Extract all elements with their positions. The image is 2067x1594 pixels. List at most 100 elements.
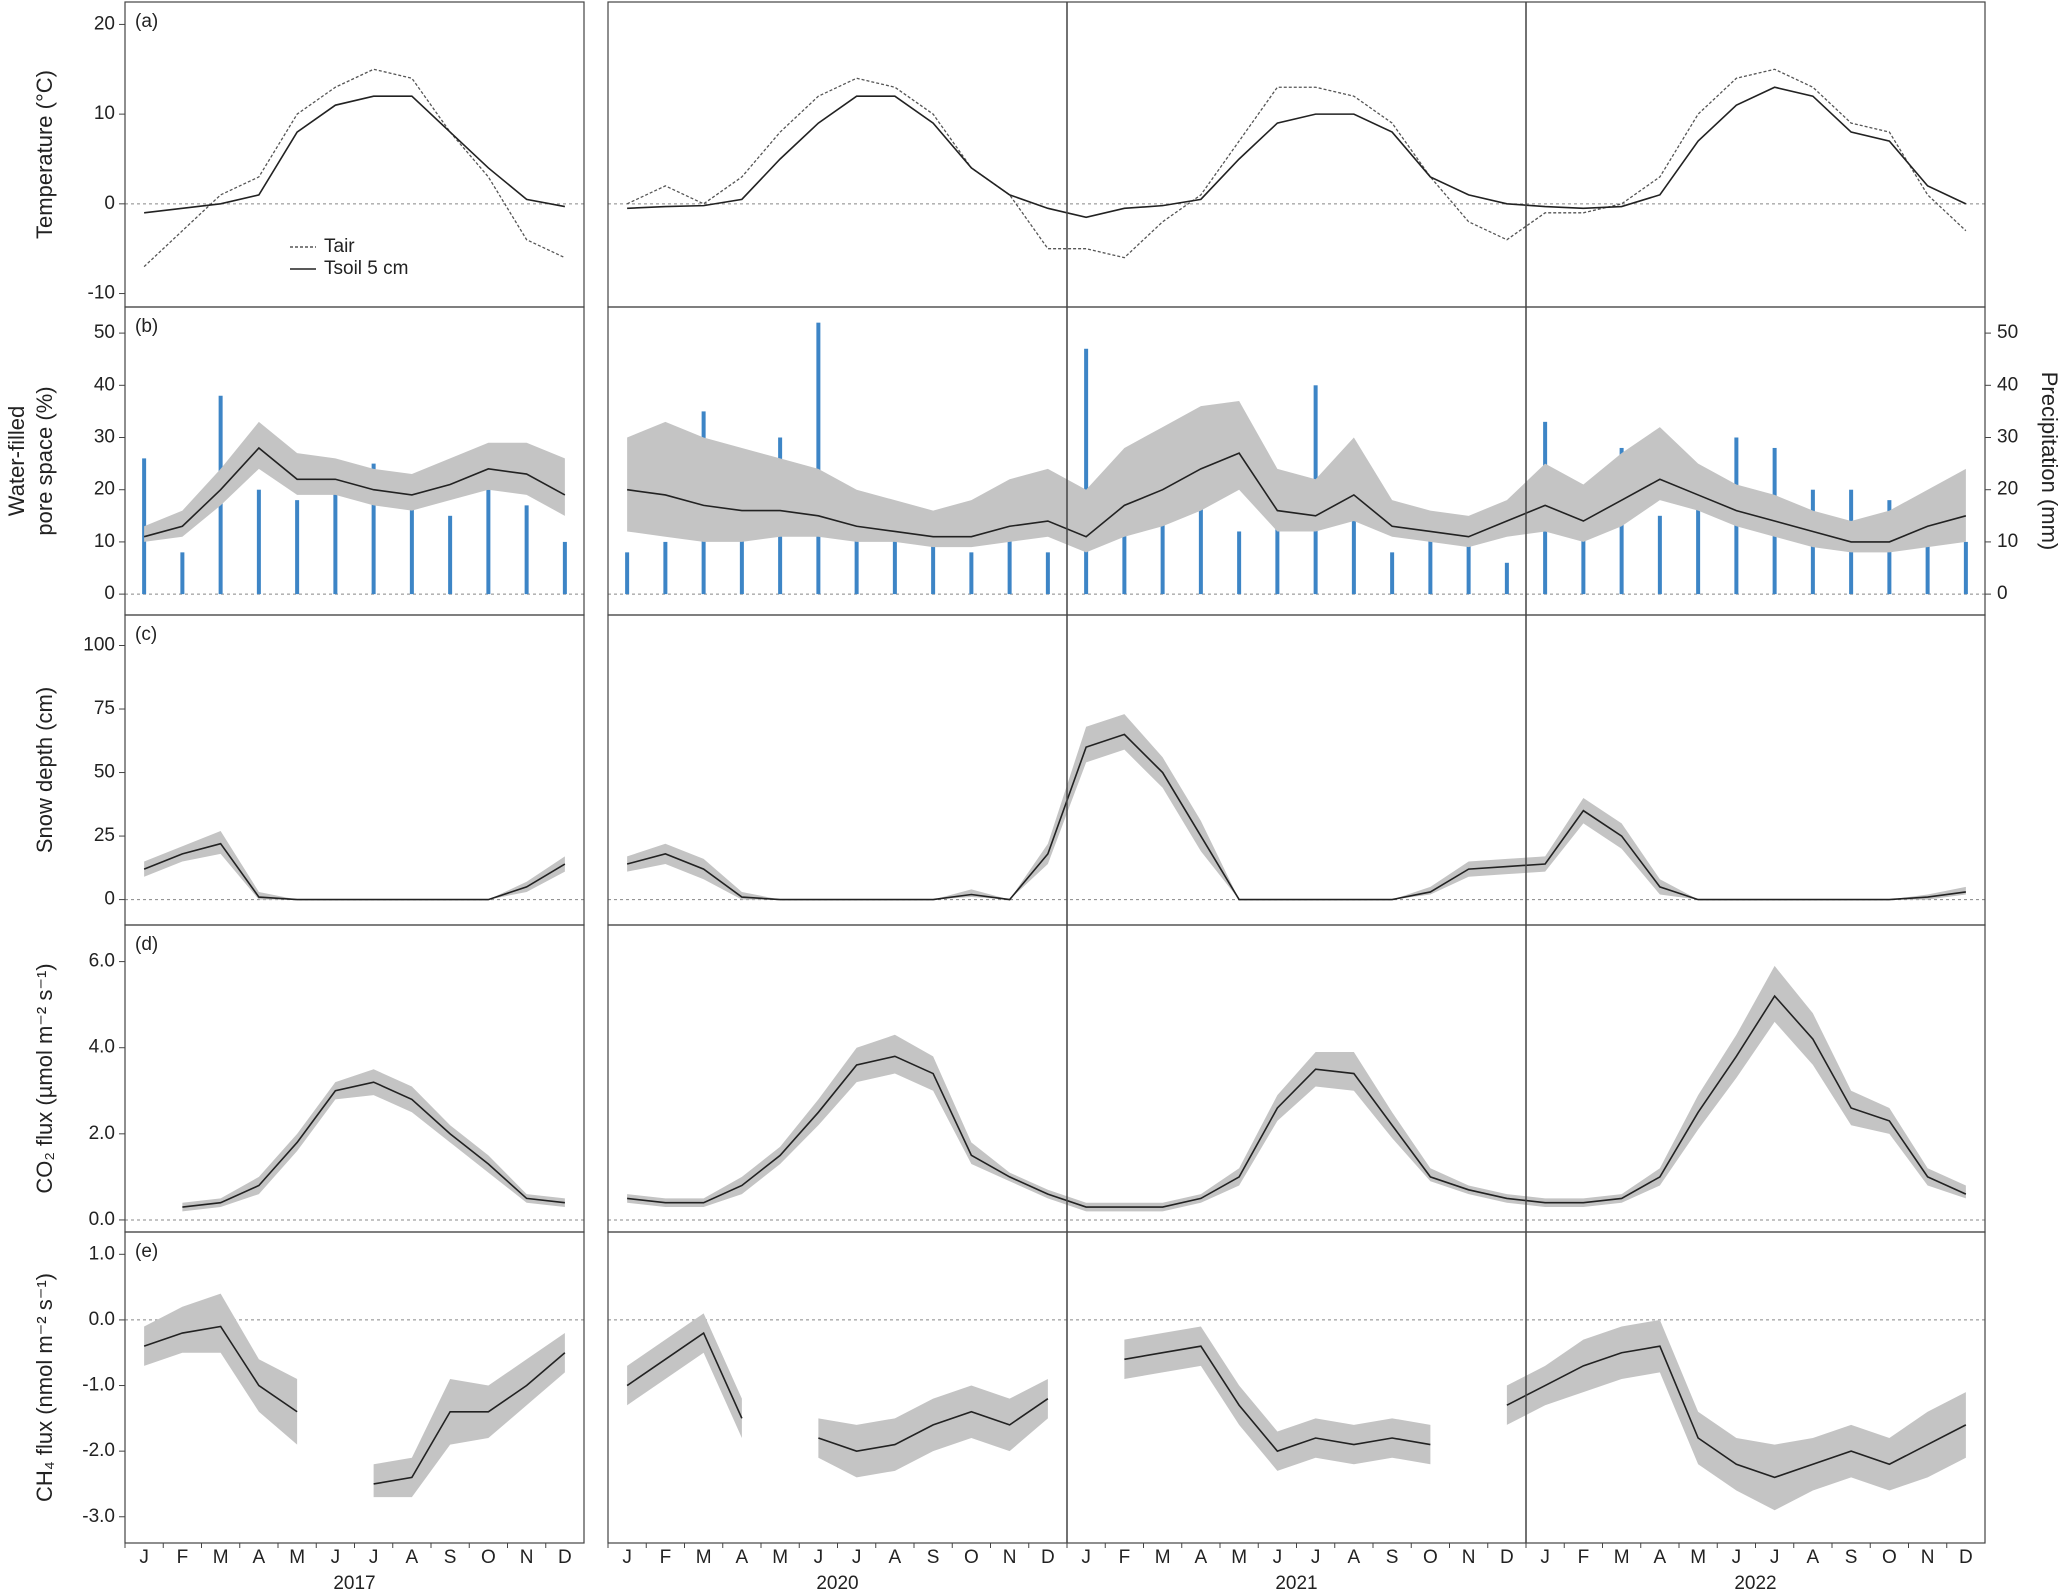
precip-bar	[969, 552, 974, 595]
x-tick-label: M	[1614, 1547, 1630, 1568]
precip-bar	[1466, 541, 1471, 595]
y-tick-label: -10	[88, 283, 115, 304]
precip-bar	[1390, 552, 1395, 595]
precip-bar	[625, 552, 630, 595]
x-tick-label: N	[1921, 1547, 1935, 1568]
y-tick-label: 10	[94, 103, 115, 124]
precip-bar	[1122, 489, 1127, 595]
precip-bar	[562, 541, 567, 595]
y-tick-label: 75	[94, 698, 115, 719]
x-tick-label: S	[444, 1547, 457, 1568]
x-tick-label: M	[213, 1547, 229, 1568]
y2-tick-label: 10	[1997, 531, 2018, 552]
y2-axis-title: Precipitation (mm)	[2037, 372, 2062, 550]
uncertainty-band	[144, 400, 1966, 553]
series-line	[182, 994, 1967, 1208]
precip-bar	[409, 479, 414, 595]
x-tick-label: F	[660, 1547, 672, 1568]
x-tick-label: J	[814, 1547, 824, 1568]
uncertainty-band	[144, 714, 1966, 900]
x-tick-label: A	[406, 1547, 419, 1568]
y2-tick-label: 50	[1997, 322, 2018, 343]
x-tick-label: N	[1003, 1547, 1017, 1568]
x-tick-label: A	[253, 1547, 266, 1568]
year-label: 2022	[1734, 1573, 1776, 1594]
x-tick-label: D	[1041, 1547, 1055, 1568]
x-tick-label: D	[1500, 1547, 1514, 1568]
x-tick-label: F	[177, 1547, 189, 1568]
precip-bar	[739, 531, 744, 595]
precip-bar	[524, 505, 529, 595]
precip-bar	[1198, 437, 1203, 595]
uncertainty-band	[182, 965, 1966, 1212]
x-tick-label: M	[1690, 1547, 1706, 1568]
precip-bar	[256, 489, 261, 595]
x-tick-label: J	[852, 1547, 862, 1568]
legend-label: Tair	[324, 236, 355, 257]
y-tick-label: 0	[104, 583, 115, 604]
precip-bar	[1657, 515, 1662, 595]
x-tick-label: A	[1654, 1547, 1667, 1568]
series-line	[143, 68, 1967, 268]
precip-bar	[448, 515, 453, 595]
panel-label: (e)	[135, 1241, 158, 1262]
y-tick-label: -3.0	[82, 1506, 115, 1527]
y2-tick-label: 30	[1997, 427, 2018, 448]
x-tick-label: M	[289, 1547, 305, 1568]
y-tick-label: 10	[94, 531, 115, 552]
precip-bar	[180, 552, 185, 595]
panel-label: (a)	[135, 11, 158, 32]
x-tick-label: S	[1386, 1547, 1399, 1568]
precip-bar	[1963, 541, 1968, 595]
x-tick-label: A	[1195, 1547, 1208, 1568]
y-tick-label: 30	[94, 427, 115, 448]
precip-bar	[1275, 489, 1280, 595]
x-tick-label: J	[139, 1547, 149, 1568]
y-tick-label: 0	[104, 193, 115, 214]
y-axis-title: pore space (%)	[32, 386, 57, 535]
y-tick-label: 25	[94, 825, 115, 846]
series-line	[144, 86, 1967, 219]
precip-bar	[1925, 531, 1930, 595]
precip-bar	[663, 541, 668, 595]
precip-bar	[295, 500, 300, 595]
x-tick-label: J	[1273, 1547, 1283, 1568]
x-tick-label: O	[481, 1547, 496, 1568]
year-label: 2020	[816, 1573, 858, 1594]
panel-frame	[124, 614, 585, 926]
x-tick-label: J	[1081, 1547, 1091, 1568]
precip-bar	[333, 489, 338, 595]
y-tick-label: 40	[94, 374, 115, 395]
precip-bar	[1045, 552, 1050, 595]
y-tick-label: 4.0	[89, 1037, 115, 1058]
x-tick-label: A	[1807, 1547, 1820, 1568]
x-tick-label: M	[696, 1547, 712, 1568]
y-tick-label: 0.0	[89, 1309, 115, 1330]
x-tick-label: A	[889, 1547, 902, 1568]
precip-bar	[892, 521, 897, 595]
y-tick-label: 50	[94, 762, 115, 783]
x-tick-label: J	[1540, 1547, 1550, 1568]
y2-tick-label: 0	[1997, 583, 2008, 604]
y-tick-label: 1.0	[89, 1243, 115, 1264]
panel-frame	[607, 1, 1986, 308]
x-tick-label: J	[1770, 1547, 1780, 1568]
y-tick-label: 0	[104, 889, 115, 910]
year-label: 2021	[1275, 1573, 1317, 1594]
y2-tick-label: 20	[1997, 479, 2018, 500]
x-tick-label: J	[369, 1547, 379, 1568]
precip-bar	[1428, 531, 1433, 595]
precip-bar	[1581, 515, 1586, 595]
x-tick-label: F	[1119, 1547, 1131, 1568]
x-tick-label: A	[1348, 1547, 1361, 1568]
x-tick-label: M	[772, 1547, 788, 1568]
precip-bar	[1351, 463, 1356, 595]
x-tick-label: S	[1845, 1547, 1858, 1568]
precip-bar	[371, 463, 376, 595]
x-tick-label: O	[1882, 1547, 1897, 1568]
series-line	[143, 1325, 1967, 1485]
y-tick-label: 0.0	[89, 1209, 115, 1230]
series-line	[143, 446, 1967, 543]
y-tick-label: 6.0	[89, 951, 115, 972]
year-label: 2017	[333, 1573, 375, 1594]
